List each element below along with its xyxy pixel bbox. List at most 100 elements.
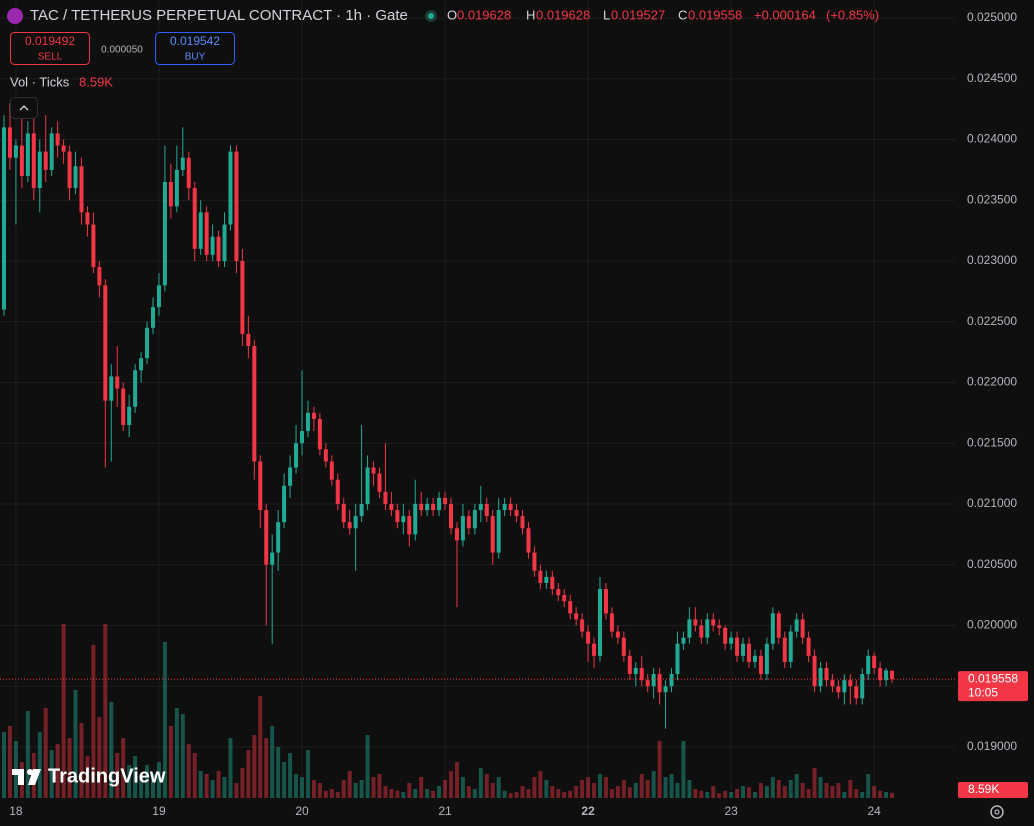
collapse-box[interactable] [10,97,38,119]
candle-body [365,467,370,504]
volume-bar [109,702,114,798]
volume-bar [842,792,847,798]
candle-body [413,503,418,535]
volume-bar [323,790,328,798]
x-tick-label: 20 [295,804,309,818]
candle-body [288,467,293,486]
buy-button[interactable]: 0.019542 BUY [155,32,235,65]
volume-bar [383,786,388,798]
volume-bar [49,750,54,798]
settings-icon[interactable] [990,805,1004,819]
last-price-tag [958,671,1028,702]
candle-body [782,637,787,662]
volume-bar [848,780,853,798]
volume-bar [353,783,358,798]
spread: 0.000050 [101,45,143,56]
candle-body [621,637,626,656]
volume-value: 8.59K [79,74,113,89]
candle-body [842,680,847,693]
candle-body [49,133,54,170]
volume-bar [454,762,459,798]
candle-body [550,576,555,590]
candle-body [425,503,430,511]
volume-bar [723,790,728,798]
sell-button[interactable]: 0.019492 SELL [10,32,90,65]
volume-bar [836,783,841,798]
candle-body [770,613,775,644]
volume-bar [186,744,191,798]
ohlc-label: H [526,7,535,22]
volume-bar [91,645,96,798]
volume-bar [538,771,543,798]
volume-bar [359,780,364,798]
volume-bar [419,777,424,798]
low-value: 0.019527 [611,7,665,22]
settings-icon-center[interactable] [994,809,1000,815]
volume-bar [305,750,310,798]
candle-body [204,212,209,255]
volume-bar [639,774,644,798]
candle-body [639,667,644,681]
candle-body [133,370,138,407]
y-tick-label: 0.022000 [967,375,1017,389]
volume-bar [669,774,674,798]
volume-bar [210,780,215,798]
volume-bar [317,783,322,798]
candle-body [353,516,358,529]
sell-box[interactable] [10,32,90,65]
candle-body [389,503,394,511]
change-pct: (+0.85%) [826,7,879,22]
candle-body [878,667,883,681]
candle-body [538,570,543,583]
volume-bar [806,789,811,798]
volume-bar [43,708,48,798]
ohlc-label: C [678,7,687,22]
logo-part [18,769,24,785]
candle-body [598,589,602,656]
volume-bar [621,780,626,798]
candle-body [711,619,716,626]
candle-body [61,145,66,152]
x-tick-label: 21 [438,804,452,818]
candle-body [359,503,364,517]
y-tick-label: 0.021000 [967,496,1017,510]
last-price-label: 0.019558 [968,671,1018,685]
volume-bar [729,792,734,798]
x-tick-label: 23 [724,804,738,818]
candle-body [687,619,692,638]
collapse-button[interactable] [10,97,38,119]
candle-body [776,613,781,638]
volume-bar [180,714,185,798]
volume-bar [580,780,585,798]
volume-bar [145,765,150,798]
volume-bar [204,774,209,798]
volume-bar [246,750,251,798]
candle-body [699,625,704,638]
volume-bar [490,783,495,798]
candle-body [198,212,203,249]
volume-bar [860,792,865,798]
buy-box[interactable] [155,32,235,65]
volume-bar [73,690,78,798]
volume-bar [168,726,173,798]
candle-body [681,637,686,644]
volume-bar [484,774,489,798]
volume-bar [776,780,781,798]
volume-bar [79,723,84,798]
candles [2,103,895,729]
volume-bar [764,786,769,798]
volume-bar [556,789,561,798]
candle-body [145,327,150,359]
countdown: 10:05 [968,685,998,699]
collapse-icon [19,105,29,111]
candle-body [121,388,126,426]
volume-bar [663,777,668,798]
candle-body [544,576,549,583]
candle-body [19,145,24,176]
candle-body [329,461,334,480]
candle-body [103,285,108,401]
volume-bar [496,777,501,798]
candle-body [514,510,519,517]
candle-body [872,655,877,668]
volume-bar [705,792,710,798]
